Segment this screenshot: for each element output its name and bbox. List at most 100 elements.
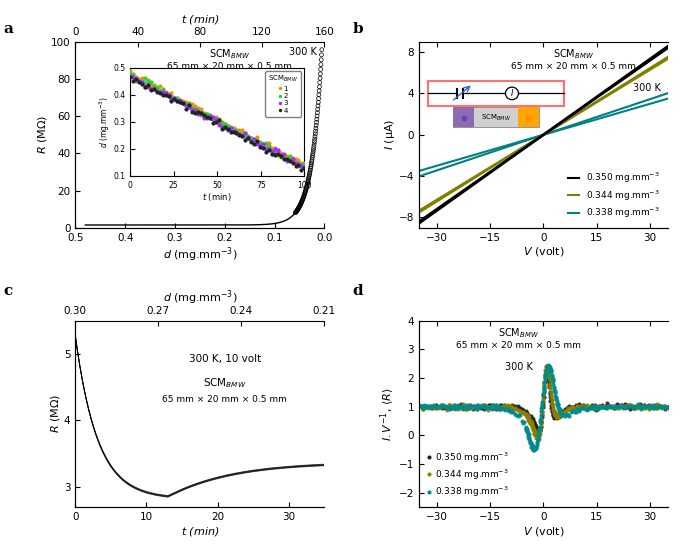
Point	[296, 197, 307, 206]
Point	[445, 404, 456, 413]
Point	[568, 407, 579, 416]
Point	[308, 142, 319, 151]
Point	[621, 402, 632, 411]
Point	[521, 426, 532, 434]
Point	[521, 411, 532, 419]
Point	[299, 189, 310, 198]
Point	[591, 401, 602, 410]
Point	[637, 403, 648, 412]
Point	[423, 403, 434, 412]
Point	[530, 443, 541, 452]
Point	[424, 401, 435, 410]
Point	[607, 402, 618, 411]
Point	[474, 402, 485, 411]
Point	[528, 445, 539, 454]
Point	[475, 403, 486, 412]
Point	[526, 420, 537, 429]
Point	[556, 411, 566, 420]
Point	[307, 153, 318, 162]
Point	[532, 436, 543, 444]
Y-axis label: $R$ (MΩ): $R$ (MΩ)	[49, 394, 62, 433]
Point	[453, 401, 464, 410]
Point	[489, 403, 500, 412]
Point	[526, 412, 537, 421]
Point	[528, 418, 539, 427]
Text: SCM$_{BMW}$: SCM$_{BMW}$	[553, 47, 594, 61]
Point	[525, 437, 536, 446]
Point	[478, 401, 489, 410]
Point	[543, 365, 553, 374]
Point	[531, 432, 542, 441]
Point	[536, 411, 547, 420]
Point	[492, 404, 503, 413]
Point	[524, 412, 535, 421]
Point	[440, 403, 451, 412]
Point	[450, 404, 461, 413]
Point	[521, 410, 532, 419]
Point	[539, 378, 550, 387]
Point	[521, 426, 532, 435]
Point	[556, 409, 566, 418]
Point	[293, 203, 304, 212]
Point	[532, 424, 543, 433]
Point	[573, 407, 584, 416]
Point	[517, 407, 528, 416]
Point	[588, 402, 599, 411]
Point	[295, 200, 306, 209]
Point	[549, 408, 560, 417]
Point	[550, 411, 561, 419]
Point	[532, 434, 543, 443]
Point	[621, 401, 632, 410]
Point	[568, 403, 579, 412]
Point	[525, 418, 536, 427]
Point	[521, 410, 532, 419]
Point	[546, 402, 557, 411]
Point	[432, 402, 443, 411]
Point	[492, 403, 503, 412]
Point	[451, 403, 462, 412]
Point	[552, 411, 563, 420]
Point	[520, 407, 531, 416]
Point	[542, 361, 553, 370]
Point	[531, 423, 542, 432]
Point	[639, 402, 650, 411]
Point	[522, 410, 533, 419]
Point	[575, 404, 586, 413]
Point	[527, 415, 538, 424]
Point	[542, 363, 553, 372]
Point	[530, 421, 540, 429]
Point	[608, 402, 619, 411]
Point	[606, 402, 616, 411]
Point	[537, 402, 548, 411]
Point	[531, 444, 542, 453]
Point	[538, 389, 549, 398]
Point	[541, 367, 552, 375]
Point	[557, 407, 568, 416]
Point	[550, 393, 561, 402]
Point	[525, 413, 536, 422]
Point	[481, 401, 492, 410]
Point	[529, 428, 540, 437]
Point	[525, 419, 536, 428]
Point	[538, 400, 549, 409]
Point	[587, 404, 598, 413]
Point	[547, 375, 558, 384]
Point	[583, 403, 594, 412]
Point	[556, 408, 566, 417]
Point	[627, 402, 638, 411]
Point	[544, 388, 555, 397]
Point	[312, 101, 323, 110]
Point	[524, 413, 535, 422]
Point	[440, 404, 451, 413]
Point	[626, 401, 637, 410]
Point	[527, 423, 538, 432]
Point	[473, 403, 484, 412]
Point	[557, 407, 568, 416]
Point	[527, 443, 538, 452]
Point	[534, 432, 545, 441]
Point	[536, 417, 547, 426]
Point	[549, 383, 560, 392]
Point	[482, 401, 493, 410]
Point	[427, 402, 438, 411]
Point	[306, 162, 316, 171]
